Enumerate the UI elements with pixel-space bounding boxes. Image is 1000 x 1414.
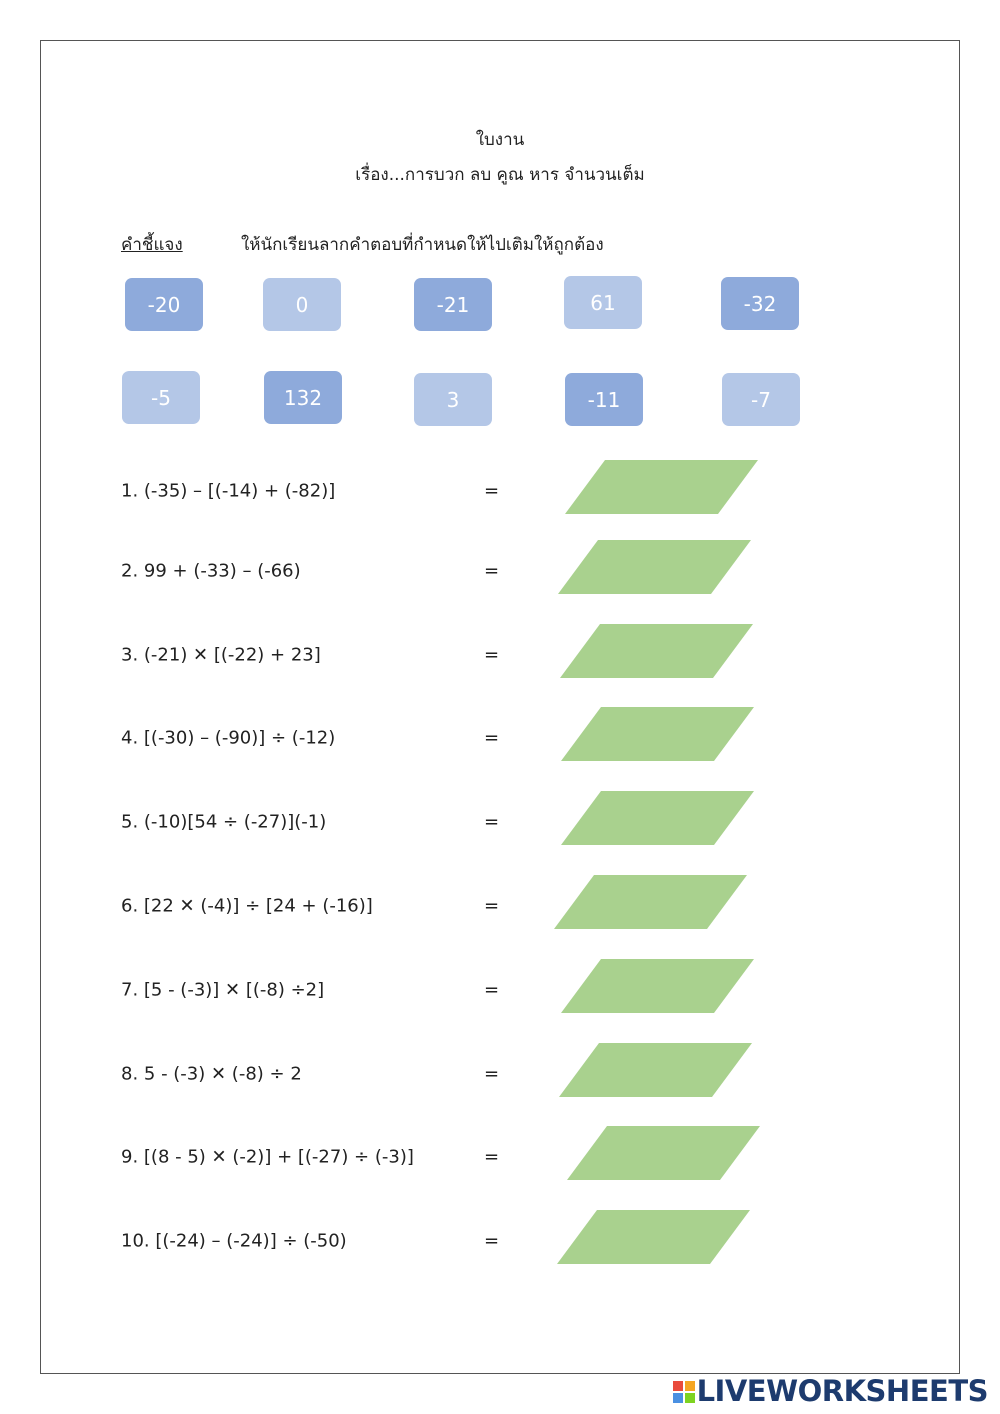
title: ใบงาน: [475, 130, 525, 150]
answer-slot[interactable]: [558, 540, 751, 594]
problem-text: 8. 5 - (-3) ✕ (-8) ÷ 2: [121, 1063, 302, 1085]
problem-text: 4. [(-30) – (-90)] ÷ (-12): [121, 727, 336, 749]
instruction-label: คำชี้แจง: [121, 235, 183, 255]
brand-icon: [672, 1381, 695, 1403]
answer-tile[interactable]: 132: [264, 371, 342, 424]
answer-slot[interactable]: [557, 1210, 750, 1264]
problem-text: 5. (-10)[54 ÷ (-27)](-1): [121, 811, 327, 833]
equals-sign: =: [484, 811, 500, 833]
equals-sign: =: [484, 979, 500, 1001]
problem-text: 3. (-21) ✕ [(-22) + 23]: [121, 644, 321, 666]
answer-slot[interactable]: [559, 1043, 752, 1097]
brand-logo: LIVEWORKSHEETS: [672, 1374, 989, 1408]
answer-slot[interactable]: [565, 460, 758, 514]
answer-tile[interactable]: -7: [722, 373, 800, 426]
problem-text: 2. 99 + (-33) – (-66): [121, 560, 301, 582]
page-border: [40, 40, 960, 1374]
answer-tile[interactable]: -11: [565, 373, 643, 426]
answer-tile[interactable]: 0: [263, 278, 341, 331]
equals-sign: =: [484, 895, 500, 917]
equals-sign: =: [484, 644, 500, 666]
answer-tile[interactable]: 3: [414, 373, 492, 426]
answer-tile[interactable]: -5: [122, 371, 200, 424]
answer-slot[interactable]: [561, 959, 754, 1013]
equals-sign: =: [484, 1063, 500, 1085]
problem-text: 9. [(8 - 5) ✕ (-2)] + [(-27) ÷ (-3)]: [121, 1146, 414, 1168]
answer-slot[interactable]: [554, 875, 747, 929]
answer-tile[interactable]: -32: [721, 277, 799, 330]
equals-sign: =: [484, 480, 500, 502]
equals-sign: =: [484, 727, 500, 749]
answer-tile[interactable]: 61: [564, 276, 642, 329]
answer-slot[interactable]: [560, 624, 753, 678]
problem-text: 6. [22 ✕ (-4)] ÷ [24 + (-16)]: [121, 895, 373, 917]
equals-sign: =: [484, 1146, 500, 1168]
problem-text: 10. [(-24) – (-24)] ÷ (-50): [121, 1230, 347, 1252]
answer-slot[interactable]: [561, 707, 754, 761]
brand-name: LIVEWORKSHEETS: [696, 1374, 989, 1408]
problem-text: 7. [5 - (-3)] ✕ [(-8) ÷2]: [121, 979, 325, 1001]
answer-tile[interactable]: -20: [125, 278, 203, 331]
problem-text: 1. (-35) – [(-14) + (-82)]: [121, 480, 336, 502]
subtitle: เรื่อง...การบวก ลบ คูณ หาร จำนวนเต็ม: [355, 165, 645, 185]
answer-tile[interactable]: -21: [414, 278, 492, 331]
instruction-text: ให้นักเรียนลากคำตอบที่กำหนดให้ไปเติมให้ถ…: [241, 235, 604, 255]
equals-sign: =: [484, 1230, 500, 1252]
equals-sign: =: [484, 560, 500, 582]
answer-slot[interactable]: [567, 1126, 760, 1180]
answer-slot[interactable]: [561, 791, 754, 845]
